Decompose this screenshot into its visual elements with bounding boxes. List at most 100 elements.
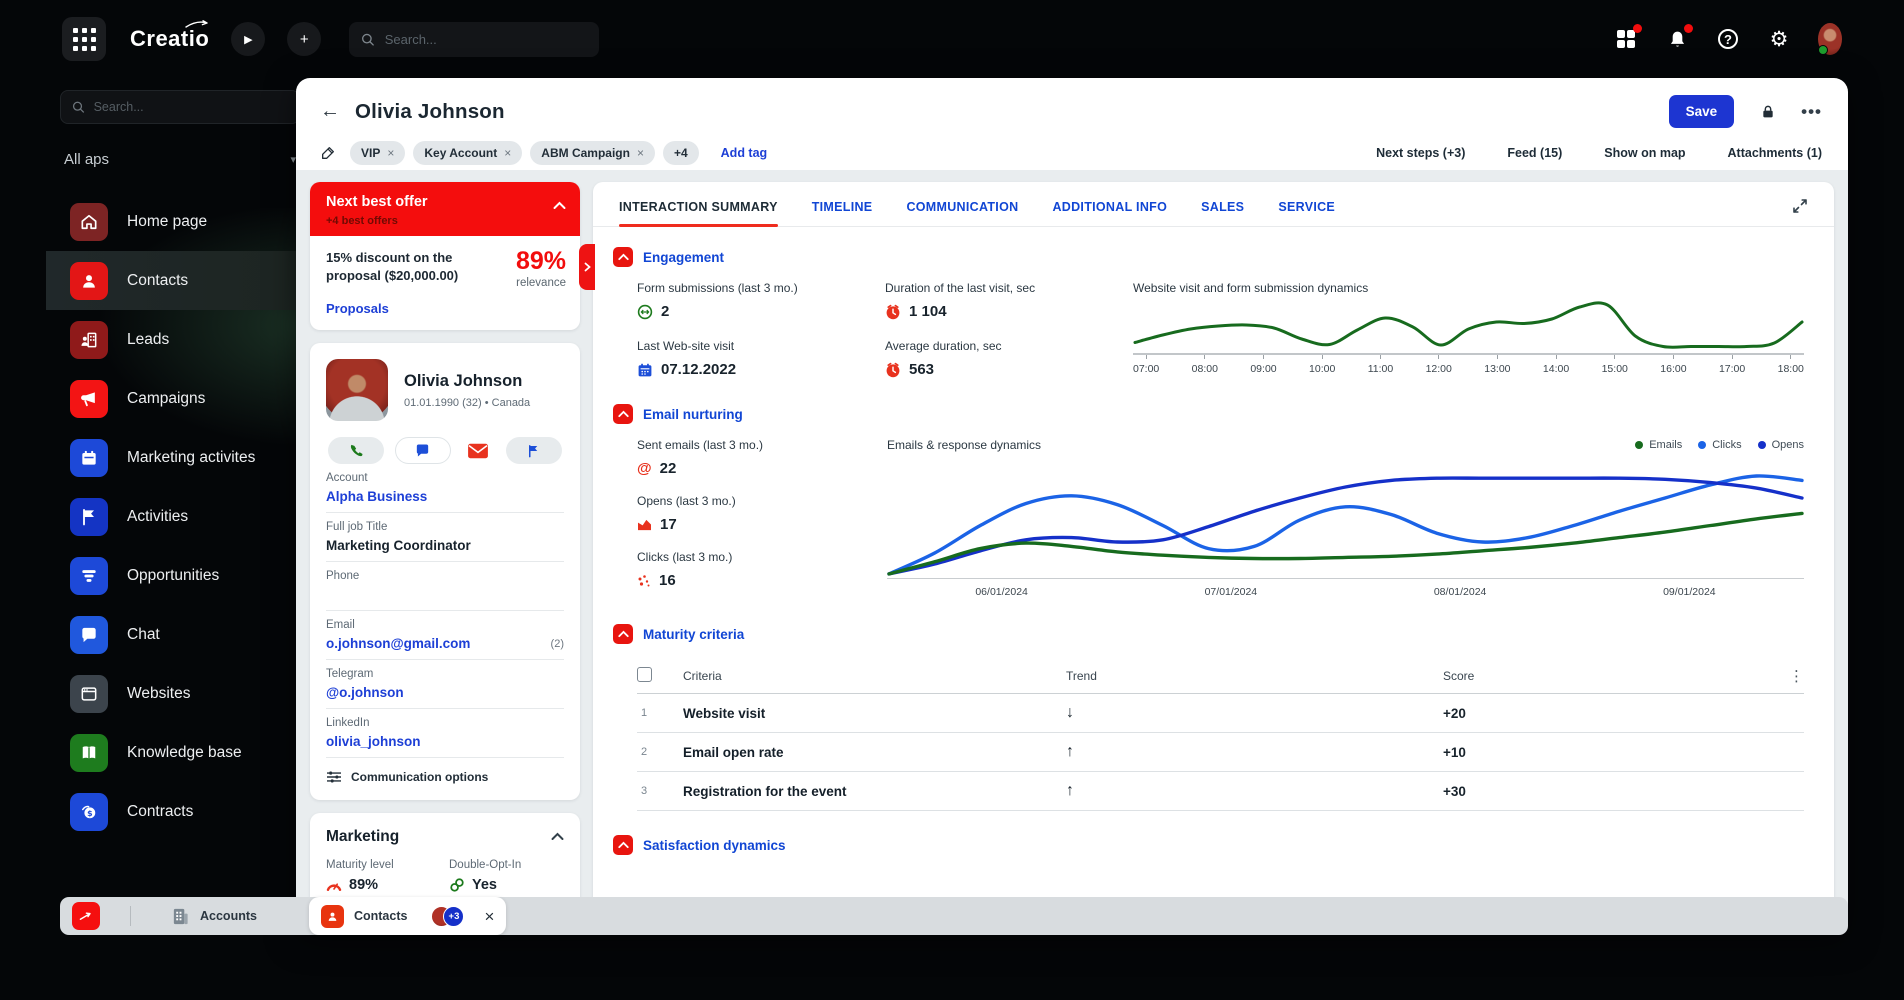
tags-more-badge[interactable]: +4 (662, 141, 699, 165)
legend-emails: Emails (1635, 439, 1682, 451)
collapse-chevron-icon[interactable] (613, 404, 633, 424)
call-button[interactable] (328, 437, 384, 464)
axis-tick-label: 08/01/2024 (1433, 586, 1487, 598)
lock-icon[interactable] (1760, 104, 1776, 120)
maturity-level-value: 89% (349, 877, 379, 893)
sidebar-search-input[interactable] (93, 100, 288, 114)
sidebar-item-home[interactable]: Home page (60, 192, 300, 251)
workspace-selector[interactable]: All aps ▾ (64, 151, 296, 168)
sidebar-search[interactable] (60, 90, 300, 124)
collapse-chevron-icon[interactable] (613, 247, 633, 267)
sidebar-item-leads[interactable]: Leads (60, 310, 300, 369)
more-actions-icon[interactable]: ••• (1801, 101, 1822, 121)
linkedin-link[interactable]: olivia_johnson (326, 734, 421, 749)
contact-meta: 01.01.1990 (32) • Canada (404, 396, 531, 409)
logo-arrow-icon (185, 20, 208, 28)
collapse-chevron-icon[interactable] (613, 835, 633, 855)
show-on-map-link[interactable]: Show on map (1604, 146, 1686, 160)
sidebar-item-contracts[interactable]: $ Contracts (60, 782, 300, 841)
tag-abm-campaign[interactable]: ABM Campaign × (530, 141, 655, 165)
table-row[interactable]: 1 Website visit ↓ +20 (637, 694, 1804, 733)
collapse-chevron-icon[interactable] (613, 624, 633, 644)
close-icon[interactable]: × (504, 146, 512, 160)
close-icon[interactable]: × (387, 146, 395, 160)
bell-icon[interactable] (1665, 24, 1693, 51)
taskbar-tab-contacts[interactable]: Contacts +3 × (308, 897, 507, 935)
creatio-app-icon[interactable] (72, 902, 100, 930)
chevron-up-icon[interactable] (551, 828, 564, 846)
follow-button[interactable] (505, 437, 562, 464)
telegram-link[interactable]: @o.johnson (326, 685, 404, 700)
table-row[interactable]: 3 Registration for the event ↑ +30 (637, 772, 1804, 811)
global-search[interactable] (349, 21, 600, 57)
sidebar-item-campaigns[interactable]: Campaigns (60, 369, 300, 428)
sidebar-item-websites[interactable]: Websites (60, 664, 300, 723)
panel-collapse-tab[interactable] (579, 244, 595, 290)
table-menu-icon[interactable]: ⋮ (1789, 667, 1804, 685)
tag-vip[interactable]: VIP × (350, 141, 406, 165)
contact-avatar[interactable] (326, 359, 388, 421)
sidebar-item-chat[interactable]: Chat (60, 605, 300, 664)
global-search-input[interactable] (384, 31, 588, 47)
svg-text:$: $ (87, 808, 93, 817)
communication-options-button[interactable]: Communication options (326, 770, 564, 788)
tag-key-account[interactable]: Key Account × (413, 141, 523, 165)
user-avatar[interactable] (1818, 23, 1842, 55)
help-icon[interactable]: ? (1716, 27, 1740, 51)
funnel-icon (70, 556, 108, 595)
field-account: Account Alpha Business (326, 464, 564, 513)
tab-sales[interactable]: SALES (1201, 200, 1245, 214)
sidebar-item-contacts[interactable]: Contacts (46, 251, 360, 310)
app-launcher-icon[interactable] (62, 17, 106, 61)
proposals-link[interactable]: Proposals (326, 301, 389, 316)
page-body: Next best offer +4 best offers 15% disco… (296, 170, 1848, 935)
settings-gear-icon[interactable]: ⚙ (1769, 27, 1789, 51)
account-link[interactable]: Alpha Business (326, 489, 428, 504)
email-link[interactable]: o.johnson@gmail.com (326, 636, 471, 651)
form-submission-icon (637, 304, 653, 319)
phone-icon (350, 444, 363, 457)
add-tag-button[interactable]: Add tag (720, 146, 768, 160)
tab-interaction-summary[interactable]: INTERACTION SUMMARY (619, 200, 778, 227)
workplaces-icon[interactable] (1614, 24, 1642, 51)
axis-tick-label: 07/01/2024 (1204, 586, 1258, 598)
opt-in-link-icon (450, 878, 464, 892)
attachments-link[interactable]: Attachments (1) (1727, 146, 1822, 160)
email-button[interactable] (461, 442, 495, 460)
email-chart (887, 474, 1804, 576)
save-button[interactable]: Save (1668, 95, 1735, 128)
megaphone-icon (70, 379, 108, 418)
play-button[interactable]: ▶ (231, 22, 266, 56)
search-icon (362, 33, 375, 46)
tab-bar: INTERACTION SUMMARY TIMELINE COMMUNICATI… (593, 182, 1834, 227)
table-row[interactable]: 2 Email open rate ↑ +10 (637, 733, 1804, 772)
legend-opens: Opens (1757, 439, 1804, 451)
sidebar-item-knowledge-base[interactable]: Knowledge base (60, 723, 300, 782)
next-steps-link[interactable]: Next steps (+3) (1376, 146, 1466, 160)
satisfaction-title: Satisfaction dynamics (643, 837, 786, 853)
top-bar: Creatio ▶ + ? ⚙ (0, 0, 1904, 78)
chat-button[interactable] (394, 437, 451, 464)
email-chart-legend: Emails Clicks Opens (1635, 439, 1804, 451)
axis-tick-label: 07:00 (1133, 355, 1159, 375)
taskbar-tab-accounts[interactable]: Accounts (157, 907, 271, 926)
sidebar-item-opportunities[interactable]: Opportunities (60, 546, 300, 605)
tab-service[interactable]: SERVICE (1278, 200, 1336, 214)
search-icon (72, 101, 85, 113)
tab-timeline[interactable]: TIMELINE (811, 200, 873, 214)
tab-additional-info[interactable]: ADDITIONAL INFO (1052, 200, 1168, 214)
sidebar-item-activities[interactable]: Activities (60, 487, 300, 546)
expand-icon[interactable] (1792, 198, 1808, 226)
next-best-offer-card: Next best offer +4 best offers 15% disco… (310, 182, 580, 330)
chevron-up-icon[interactable] (553, 197, 566, 215)
axis-tick-label: 14:00 (1543, 355, 1569, 375)
back-arrow-icon[interactable]: ← (320, 100, 340, 122)
add-button[interactable]: + (287, 22, 322, 56)
close-tab-icon[interactable]: × (484, 906, 495, 926)
select-all-checkbox[interactable] (637, 666, 652, 682)
sidebar-item-marketing-activities[interactable]: Marketing activites (60, 428, 300, 487)
open-email-icon (638, 519, 651, 531)
close-icon[interactable]: × (636, 146, 644, 160)
feed-link[interactable]: Feed (15) (1507, 146, 1563, 160)
tab-communication[interactable]: COMMUNICATION (906, 200, 1019, 214)
